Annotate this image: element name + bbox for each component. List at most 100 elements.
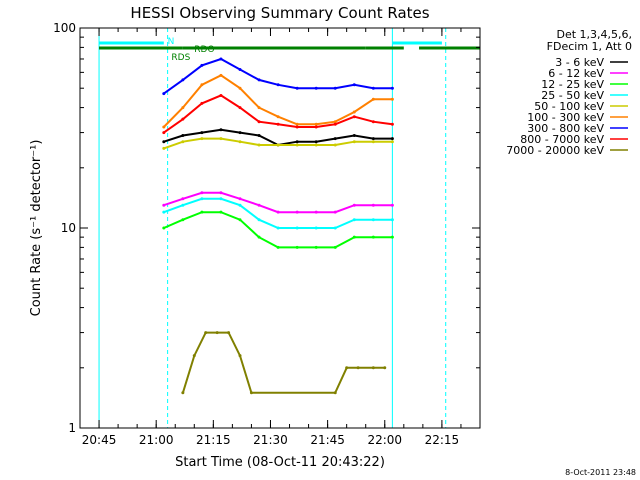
data-point-s5-5 — [257, 106, 261, 110]
data-point-s0-11 — [371, 137, 375, 141]
legend: Det 1,3,4,5,6,FDecim 1, Att 0 3 - 6 keV6 … — [506, 28, 632, 157]
data-point-s3-5 — [257, 218, 261, 222]
data-point-s0-8 — [314, 140, 318, 144]
data-point-s4-10 — [352, 140, 356, 144]
data-point-s4-1 — [181, 140, 185, 144]
data-point-s7-2 — [200, 101, 204, 105]
footer-timestamp: 8-Oct-2011 23:48 — [565, 468, 636, 477]
legend-label-4: 50 - 100 keV — [534, 100, 604, 113]
data-point-s0-9 — [333, 137, 337, 141]
x-tick-label-2: 21:15 — [196, 433, 231, 447]
data-point-s3-9 — [333, 226, 337, 230]
legend-header-1: FDecim 1, Att 0 — [547, 40, 632, 53]
data-point-s5-12 — [390, 97, 394, 101]
data-point-s1-7 — [295, 210, 299, 214]
x-axis-label: Start Time (08-Oct-11 20:43:22) — [175, 455, 385, 470]
data-point-s2-4 — [238, 218, 242, 222]
legend-label-7: 800 - 7000 keV — [520, 133, 604, 146]
data-point-s2-1 — [181, 218, 185, 222]
legend-label-1: 6 - 12 keV — [548, 67, 604, 80]
data-point-s3-4 — [238, 203, 242, 207]
data-point-s4-5 — [257, 143, 261, 147]
x-tick-label-5: 22:00 — [367, 433, 402, 447]
data-point-s5-4 — [238, 86, 242, 90]
data-point-s1-12 — [390, 203, 394, 207]
data-point-s5-2 — [200, 83, 204, 87]
data-point-s3-12 — [390, 218, 394, 222]
data-point-s5-7 — [295, 122, 299, 126]
data-point-s4-4 — [238, 140, 242, 144]
y-tick-label-2: 100 — [53, 21, 76, 35]
data-point-s0-12 — [390, 137, 394, 141]
x-tick-label-0: 20:45 — [82, 433, 117, 447]
plot-area: RDO N RDS — [79, 27, 481, 429]
data-point-s2-8 — [314, 245, 318, 249]
data-point-s6-5 — [257, 78, 261, 82]
data-point-s5-1 — [181, 106, 185, 110]
legend-label-6: 300 - 800 keV — [527, 122, 604, 135]
data-point-s6-3 — [219, 57, 223, 61]
data-point-s8-1 — [192, 354, 196, 358]
data-point-s7-5 — [257, 120, 261, 124]
data-point-s2-3 — [219, 210, 223, 214]
data-point-s4-2 — [200, 137, 204, 141]
data-point-s7-1 — [181, 117, 185, 121]
data-point-s7-4 — [238, 106, 242, 110]
data-point-s3-10 — [352, 218, 356, 222]
data-point-s7-0 — [162, 131, 166, 135]
data-point-s2-10 — [352, 235, 356, 239]
annotation-rds: RDS — [171, 53, 190, 63]
data-point-s1-1 — [181, 197, 185, 201]
data-point-s8-5 — [238, 354, 242, 358]
y-axis: 1 10 100 — [53, 21, 480, 435]
data-point-s8-3 — [215, 331, 219, 335]
data-point-s1-6 — [276, 210, 280, 214]
data-point-s1-3 — [219, 191, 223, 195]
data-point-s2-7 — [295, 245, 299, 249]
annotation-n: N — [168, 37, 175, 47]
data-point-s8-8 — [345, 366, 349, 370]
data-point-s7-12 — [390, 122, 394, 126]
data-point-s6-7 — [295, 86, 299, 90]
data-point-s6-11 — [371, 86, 375, 90]
data-point-s3-6 — [276, 226, 280, 230]
data-point-s1-9 — [333, 210, 337, 214]
data-point-s5-3 — [219, 73, 223, 77]
data-point-s2-6 — [276, 245, 280, 249]
data-point-s3-1 — [181, 203, 185, 207]
data-point-s6-8 — [314, 86, 318, 90]
data-point-s8-9 — [356, 366, 360, 370]
data-point-s8-10 — [371, 366, 375, 370]
data-point-s2-0 — [162, 226, 166, 230]
data-point-s4-7 — [295, 143, 299, 147]
data-point-s6-2 — [200, 63, 204, 67]
series-line-8 — [181, 331, 385, 394]
data-point-s5-0 — [162, 125, 166, 129]
x-axis: 20:45 21:00 21:15 21:30 21:45 22:00 22:15 — [82, 28, 462, 447]
data-point-s4-0 — [162, 146, 166, 150]
x-tick-label-4: 21:45 — [310, 433, 345, 447]
annotation-rdo: RDO — [194, 45, 214, 55]
data-point-s0-3 — [219, 128, 223, 132]
legend-header-0: Det 1,3,4,5,6, — [556, 28, 632, 41]
x-tick-label-1: 21:00 — [139, 433, 174, 447]
data-point-s0-5 — [257, 134, 261, 138]
series-line-5 — [163, 74, 393, 128]
x-tick-label-3: 21:30 — [253, 433, 288, 447]
legend-label-3: 25 - 50 keV — [541, 89, 604, 102]
data-point-s6-1 — [181, 78, 185, 82]
data-point-s3-7 — [295, 226, 299, 230]
data-point-s0-4 — [238, 131, 242, 135]
data-point-s3-11 — [371, 218, 375, 222]
data-point-s5-9 — [333, 120, 337, 124]
data-point-s8-4 — [227, 331, 231, 335]
data-point-s8-11 — [383, 366, 387, 370]
data-point-s1-0 — [162, 203, 166, 207]
data-point-s6-9 — [333, 86, 337, 90]
data-point-s6-6 — [276, 83, 280, 87]
data-point-s1-10 — [352, 203, 356, 207]
data-point-s7-11 — [371, 120, 375, 124]
data-point-s6-0 — [162, 92, 166, 96]
